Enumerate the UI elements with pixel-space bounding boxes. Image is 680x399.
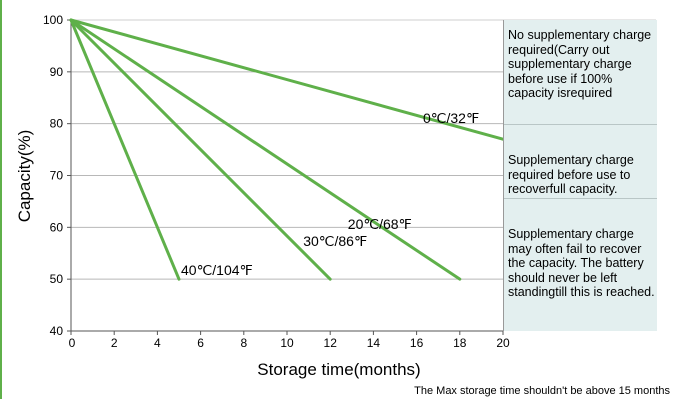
series-labels: 0℃/32℉ 20℃/68℉30℃/86℉ 40℃/104℉ (181, 110, 479, 278)
series-label: 30℃/86℉ (303, 233, 367, 249)
series-label: 20℃/68℉ (348, 216, 412, 232)
y-tick-label: 90 (50, 65, 64, 79)
storage-zone-panel: No supplementary charge required(Carry o… (503, 20, 657, 331)
series-line (69, 18, 462, 281)
x-tick-label: 2 (111, 336, 118, 350)
x-tick-label: 16 (410, 336, 424, 350)
y-tick-label: 50 (50, 272, 64, 286)
y-tick-label: 70 (50, 169, 64, 183)
x-axis-title: Storage time(months) (257, 360, 420, 379)
series-line (69, 18, 181, 281)
zone-may-fail-text: Supplementary charge may often fail to r… (508, 227, 655, 299)
zone-charge-required-text: Supplementary charge required before use… (508, 153, 634, 196)
y-tick-label: 40 (50, 324, 64, 338)
tick-labels: 0 2 4 6 8 10 12 14 16 18 20 40 50 60 70 80 90 100 (43, 13, 510, 350)
x-tick-label: 10 (280, 336, 294, 350)
x-tick-label: 6 (197, 336, 204, 350)
x-tick-label: 0 (69, 336, 76, 350)
series-label: 40℃/104℉ (181, 262, 253, 278)
left-accent-rule (0, 0, 2, 399)
series-line (69, 18, 332, 281)
x-tick-label: 14 (367, 336, 381, 350)
zone-divider (504, 124, 657, 125)
zone-no-charge-text: No supplementary charge required(Carry o… (508, 28, 652, 100)
series-label: 0℃/32℉ (423, 110, 479, 126)
x-tick-label: 12 (324, 336, 338, 350)
series-line (69, 18, 505, 141)
y-axis-title: Capacity(%) (15, 130, 34, 223)
x-tick-label: 18 (453, 336, 467, 350)
y-tick-label: 80 (50, 117, 64, 131)
x-tick-label: 20 (496, 336, 510, 350)
y-tick-label: 100 (43, 13, 63, 27)
zone-divider (504, 198, 657, 199)
x-tick-label: 4 (154, 336, 161, 350)
x-tick-label: 8 (240, 336, 247, 350)
y-tick-label: 60 (50, 220, 64, 234)
footnote: The Max storage time shouldn't be above … (414, 385, 670, 397)
series-lines (69, 18, 505, 281)
